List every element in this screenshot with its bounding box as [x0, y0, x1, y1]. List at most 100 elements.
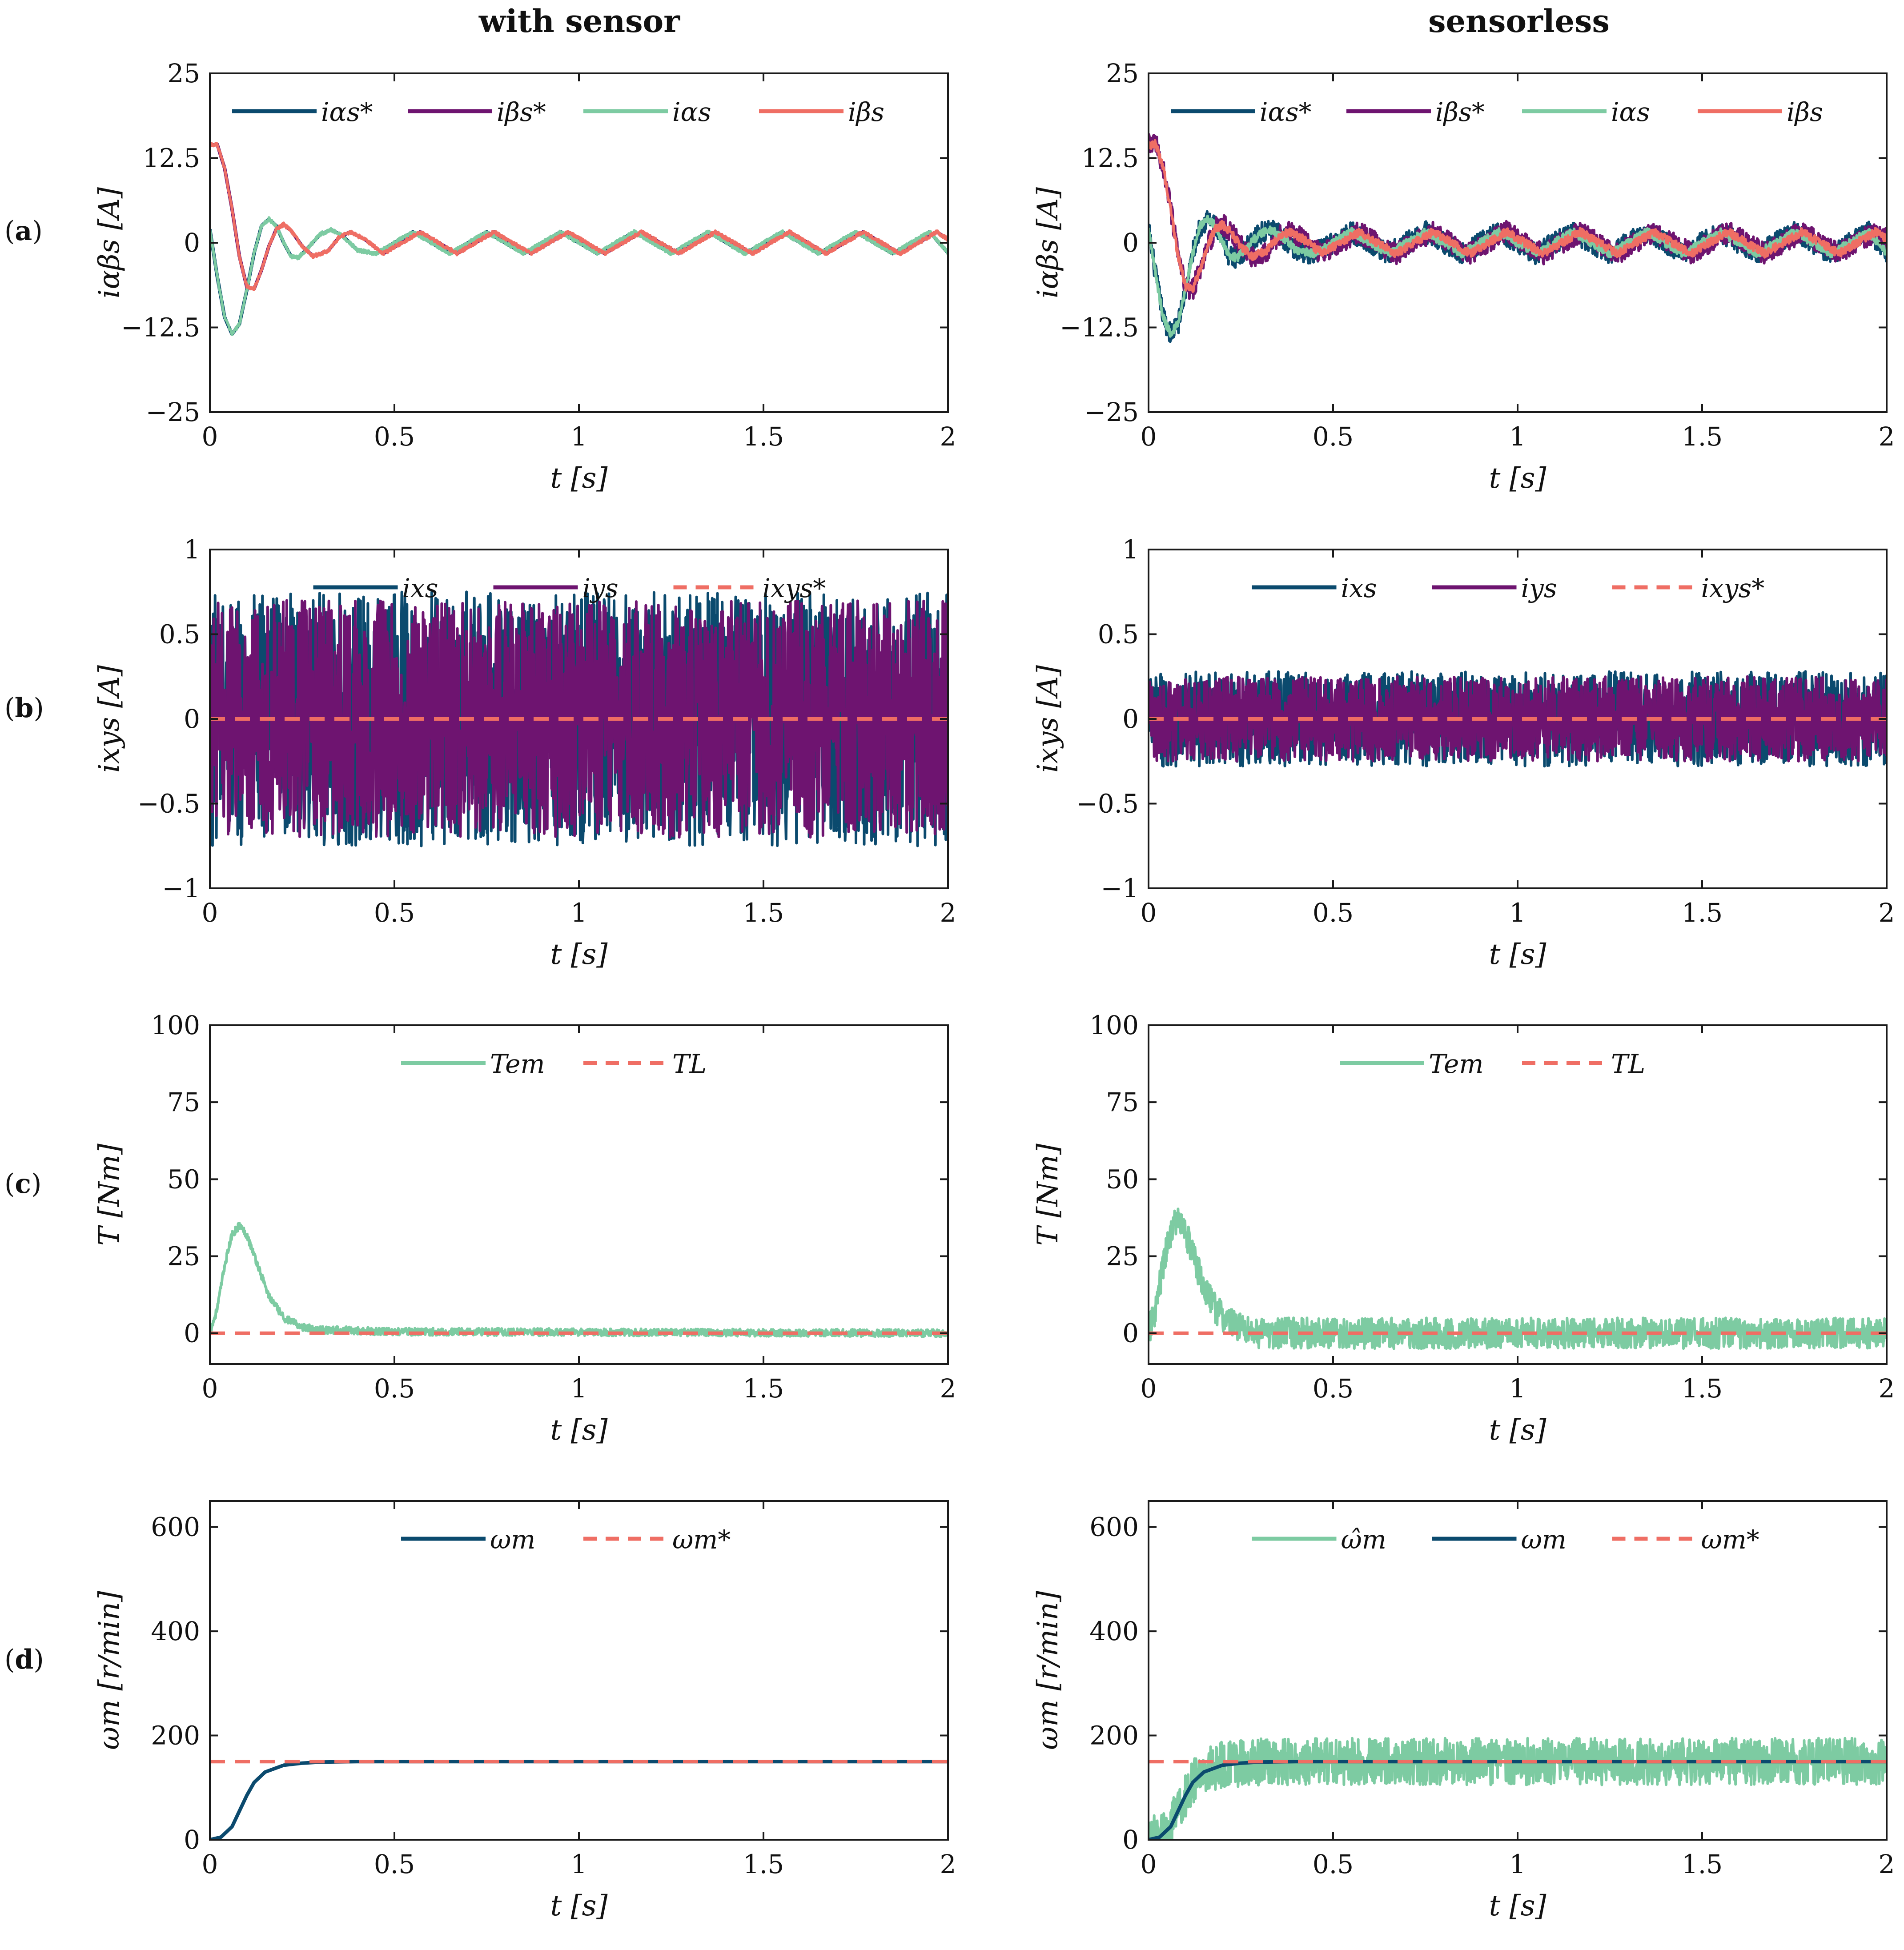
series-line-1 — [1149, 1760, 1887, 1840]
y-tick-label: 0 — [184, 1825, 200, 1855]
y-tick-label: −12.5 — [121, 313, 200, 343]
x-axis-label: t [s] — [550, 1414, 608, 1447]
panel-a-with-sensor: 0 0.5 1 1.5 2 −25 −12.5 0 12.5 25 t [s] iαβs [A] iαs… — [93, 58, 956, 495]
x-tick-label: 0.5 — [374, 1373, 415, 1404]
x-tick-label: 1 — [1510, 421, 1526, 452]
y-tick-label: −12.5 — [1060, 313, 1139, 343]
y-tick-label: 25 — [1106, 58, 1139, 88]
panel-d-with-sensor: 0 0.5 1 1.5 2 0 200 400 600 t [s] ωm [r/min] ωm ωm* — [93, 1500, 956, 1922]
legend-label-2: iαs — [672, 97, 711, 127]
legend-label-0: ω̂m — [1341, 1525, 1386, 1555]
y-axis-label: ixys [A] — [93, 665, 126, 773]
x-tick-label: 0.5 — [374, 421, 415, 452]
legend-label-1: iys — [1521, 573, 1557, 603]
x-tick-label: 1 — [571, 1373, 587, 1404]
row-label-b: (b) — [4, 693, 44, 724]
x-axis-label: t [s] — [1489, 462, 1547, 495]
y-tick-label: 0 — [1122, 228, 1139, 258]
series-line-2 — [210, 216, 948, 336]
legend-label-2: ωm* — [1701, 1525, 1759, 1555]
y-axis-label: ωm [r/min] — [1032, 1590, 1064, 1750]
x-tick-label: 1.5 — [1682, 1849, 1723, 1879]
legend: Tem TL — [401, 1049, 707, 1079]
legend-label-0: Tem — [490, 1049, 545, 1079]
y-tick-label: 50 — [167, 1164, 200, 1194]
y-tick-label: −0.5 — [137, 789, 200, 819]
x-axis-label: t [s] — [550, 462, 608, 495]
legend-label-0: iαs* — [1260, 97, 1311, 127]
y-tick-label: −25 — [146, 397, 200, 427]
x-tick-label: 1.5 — [1682, 898, 1723, 928]
y-tick-label: 0 — [184, 1318, 200, 1348]
y-tick-label: 200 — [151, 1721, 200, 1751]
series-line-3 — [1149, 139, 1887, 293]
y-axis-label: iαβs [A] — [1032, 187, 1064, 298]
x-tick-label: 1 — [1510, 1373, 1526, 1404]
legend-label-1: ωm — [1521, 1525, 1567, 1555]
x-tick-label: 1 — [1510, 1849, 1526, 1879]
x-tick-label: 0.5 — [1313, 1849, 1354, 1879]
panel-a-sensorless: 0 0.5 1 1.5 2 −25 −12.5 0 12.5 25 t [s] iαβs [A] iαs… — [1032, 58, 1895, 495]
y-tick-label: 0 — [1122, 1825, 1139, 1855]
y-tick-label: 1 — [1122, 534, 1139, 565]
y-axis-label: T [Nm] — [1032, 1143, 1064, 1246]
x-axis-label: t [s] — [550, 1890, 608, 1922]
panel-b-sensorless: 0 0.5 1 1.5 2−1−0.500.51t [s]ixys [A]ixs iys i… — [1032, 534, 1895, 971]
x-tick-label: 1 — [571, 1849, 587, 1879]
panel-c-with-sensor: 0 0.5 1 1.5 2 0 25 50 75 100 t [s] T [Nm] Tem TL — [93, 1010, 956, 1447]
x-tick-label: 1.5 — [1682, 1373, 1723, 1404]
x-tick-label: 0.5 — [1313, 1373, 1354, 1404]
row-label-a: (a) — [4, 216, 43, 247]
plot-area — [210, 1222, 948, 1338]
legend-label-0: iαs* — [321, 97, 373, 127]
column-title-sensorless: sensorless — [1428, 3, 1610, 40]
legend: iαs* iβs* iαs iβs — [1171, 97, 1823, 127]
legend: Tem TL — [1340, 1049, 1645, 1079]
legend: ixs iys ixys* — [1252, 573, 1765, 603]
x-tick-label: 0.5 — [1313, 898, 1354, 928]
legend-label-2: ixys* — [1701, 573, 1765, 603]
series-line-0 — [210, 1222, 948, 1338]
y-tick-label: 0.5 — [1098, 619, 1139, 650]
y-tick-label: 25 — [1106, 1241, 1139, 1272]
y-axis-label: iαβs [A] — [93, 187, 126, 298]
x-axis-label: t [s] — [1489, 1414, 1547, 1447]
x-tick-label: 0 — [202, 1373, 218, 1404]
legend-label-1: ωm* — [672, 1525, 731, 1555]
legend: iαs* iβs* iαs iβs — [232, 97, 884, 127]
legend-label-0: Tem — [1429, 1049, 1484, 1079]
plot-area — [1149, 1737, 1887, 1840]
x-axis-label: t [s] — [1489, 1890, 1547, 1922]
x-tick-label: 0 — [202, 898, 218, 928]
legend: ω̂m ωm ωm* — [1252, 1525, 1759, 1555]
x-tick-label: 1 — [571, 421, 587, 452]
legend-label-2: iαs — [1611, 97, 1650, 127]
y-tick-label: 12.5 — [143, 143, 200, 173]
x-tick-label: 2 — [1879, 421, 1895, 452]
x-tick-label: 0.5 — [374, 898, 415, 928]
x-tick-label: 0.5 — [1313, 421, 1354, 452]
y-tick-label: 12.5 — [1081, 143, 1139, 173]
y-axis-label: ωm [r/min] — [93, 1590, 126, 1750]
x-tick-label: 1 — [1510, 898, 1526, 928]
legend-label-0: ωm — [490, 1525, 535, 1555]
x-tick-label: 2 — [940, 1849, 956, 1879]
y-tick-label: 600 — [151, 1512, 200, 1542]
x-tick-label: 1.5 — [743, 1849, 784, 1879]
x-tick-label: 2 — [940, 1373, 956, 1404]
legend-label-2: ixys* — [763, 573, 826, 603]
axes-frame — [1148, 1024, 1888, 1365]
series-line-1 — [1149, 675, 1887, 763]
y-axis-label: T [Nm] — [93, 1143, 126, 1246]
y-tick-label: 0 — [1122, 704, 1139, 734]
y-tick-label: 0 — [1122, 1318, 1139, 1348]
row-label-c: (c) — [4, 1168, 41, 1200]
y-tick-label: 600 — [1089, 1512, 1139, 1542]
x-axis-label: t [s] — [1489, 938, 1547, 971]
y-tick-label: 400 — [1089, 1616, 1139, 1646]
series-line-0 — [1149, 1737, 1887, 1840]
x-tick-label: 2 — [940, 898, 956, 928]
y-tick-label: 100 — [151, 1010, 200, 1040]
axes-frame — [209, 1024, 949, 1365]
